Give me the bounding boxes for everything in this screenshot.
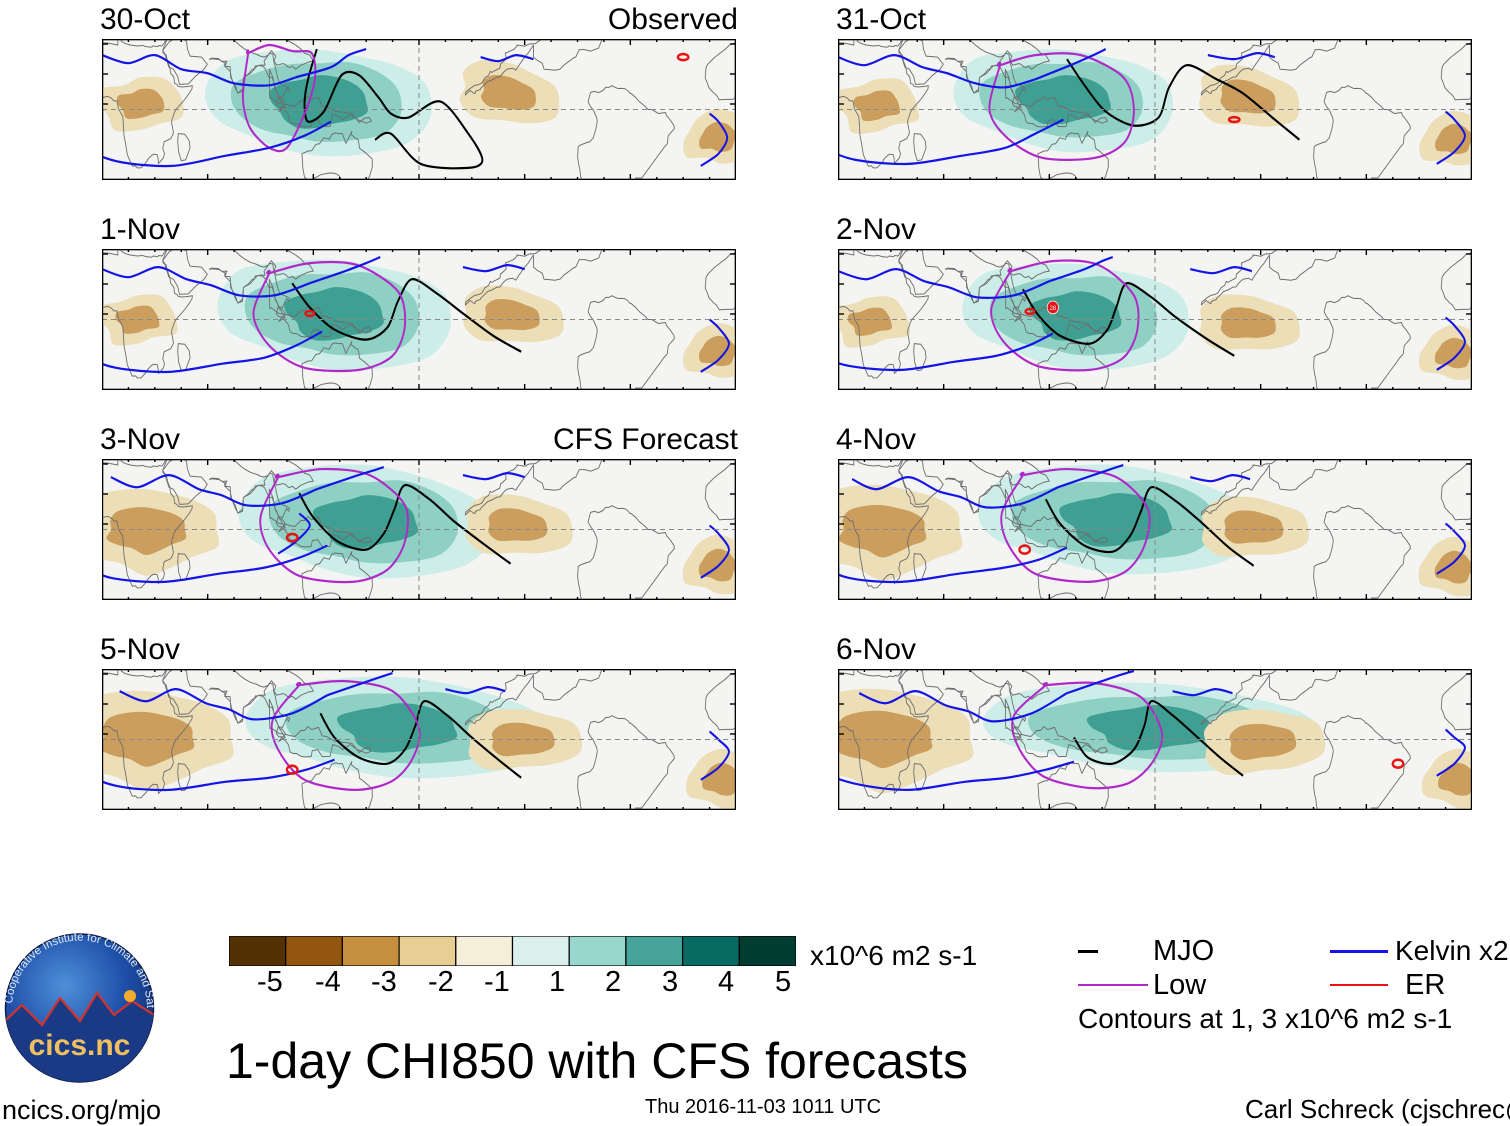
svg-text:28: 28	[1050, 306, 1057, 312]
svg-text:cics.nc: cics.nc	[29, 1029, 131, 1062]
